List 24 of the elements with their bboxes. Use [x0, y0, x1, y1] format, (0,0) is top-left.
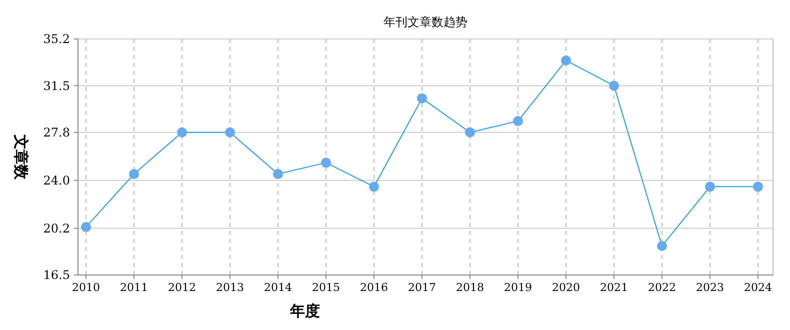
x-tick-label: 2022: [648, 281, 676, 294]
y-tick-label: 24.0: [43, 174, 70, 188]
x-tick-label: 2020: [552, 281, 580, 294]
x-tick-label: 2021: [600, 281, 628, 294]
x-axis-title: 年度: [289, 302, 320, 320]
x-tick-label: 2014: [264, 281, 292, 294]
x-tick-label: 2023: [696, 281, 724, 294]
y-tick-label: 27.8: [43, 126, 70, 140]
x-tick-label: 2012: [168, 281, 196, 294]
x-tick-label: 2024: [744, 281, 772, 294]
x-tick-label: 2013: [216, 281, 244, 294]
x-tick-label: 2015: [312, 281, 340, 294]
x-tick-label: 2010: [72, 281, 100, 294]
chart-title: 年刊文章数趋势: [384, 15, 468, 29]
y-tick-label: 16.5: [43, 268, 70, 282]
y-tick-label: 35.2: [43, 32, 70, 46]
x-tick-label: 2019: [504, 281, 532, 294]
x-tick-label: 2011: [120, 281, 148, 294]
y-tick-label: 31.5: [43, 78, 70, 93]
y-axis-title: 文章数: [12, 134, 30, 180]
x-tick-label: 2017: [408, 281, 436, 294]
y-tick-label: 20.2: [43, 222, 70, 236]
x-tick-label: 2016: [360, 281, 388, 294]
x-tick-label: 2018: [456, 281, 484, 294]
